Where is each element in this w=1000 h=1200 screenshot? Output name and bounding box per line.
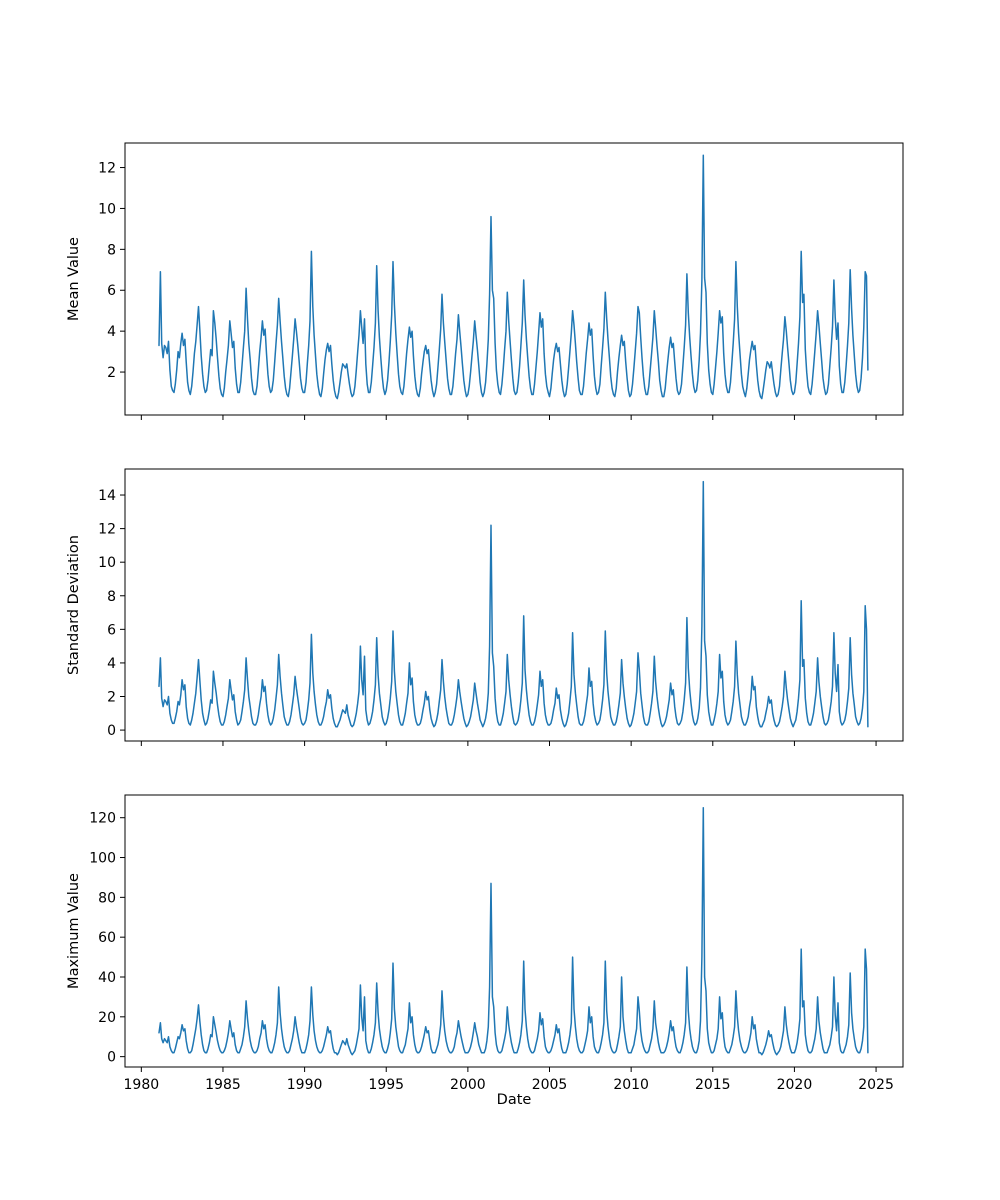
y-tick-label: 20 bbox=[98, 1010, 116, 1026]
y-tick-label: 6 bbox=[107, 283, 116, 299]
subplot-mean-value: 2 4 6 8 10 12 bbox=[98, 142, 904, 420]
x-tick-label: 2005 bbox=[532, 1077, 568, 1093]
series-line-standard-deviation bbox=[158, 480, 869, 728]
y-tick-label: 4 bbox=[107, 656, 116, 672]
y-axis-label-mean-value: Mean Value bbox=[66, 237, 82, 321]
y-tick-label: 2 bbox=[107, 365, 116, 381]
subplot-standard-deviation: 0 2 4 6 8 10 12 14 bbox=[98, 468, 904, 746]
x-axis-label: Date bbox=[497, 1092, 532, 1108]
y-tick-label: 12 bbox=[98, 161, 116, 177]
x-tick-label: 1995 bbox=[368, 1077, 404, 1093]
y-tick-label: 6 bbox=[107, 622, 116, 638]
y-tick-label: 8 bbox=[107, 242, 116, 258]
y-tick-label: 120 bbox=[89, 811, 116, 827]
y-tick-label: 80 bbox=[98, 890, 116, 906]
axes-frame-mean-value bbox=[124, 142, 904, 416]
x-tick-label: 1980 bbox=[124, 1077, 160, 1093]
x-tick-label: 2000 bbox=[450, 1077, 486, 1093]
series-line-mean-value bbox=[158, 154, 869, 400]
x-tick-label: 1990 bbox=[287, 1077, 323, 1093]
y-axis-label-maximum-value: Maximum Value bbox=[66, 873, 82, 989]
series-line-maximum-value bbox=[158, 806, 869, 1056]
y-tick-label: 60 bbox=[98, 930, 116, 946]
y-tick-label: 0 bbox=[107, 723, 116, 739]
y-tick-label: 14 bbox=[98, 488, 116, 504]
x-tick-label: 2010 bbox=[613, 1077, 649, 1093]
subplot-maximum-value: 0 20 40 60 80 100 120 1980 1985 1990 1995 2000 2005 2… bbox=[89, 794, 904, 1093]
x-tick-label: 2020 bbox=[777, 1077, 813, 1093]
x-tick-label: 1985 bbox=[205, 1077, 241, 1093]
y-tick-label: 12 bbox=[98, 522, 116, 538]
y-tick-label: 8 bbox=[107, 589, 116, 605]
y-tick-label: 10 bbox=[98, 201, 116, 217]
y-tick-label: 4 bbox=[107, 324, 116, 340]
axes-frame-maximum-value bbox=[124, 794, 904, 1068]
x-tick-label: 2015 bbox=[695, 1077, 731, 1093]
y-tick-label: 2 bbox=[107, 690, 116, 706]
y-axis-label-standard-deviation: Standard Deviation bbox=[66, 535, 82, 675]
axes-frame-standard-deviation bbox=[124, 468, 904, 742]
y-tick-label: 10 bbox=[98, 555, 116, 571]
y-tick-label: 40 bbox=[98, 970, 116, 986]
x-tick-label: 2025 bbox=[858, 1077, 894, 1093]
y-tick-label: 0 bbox=[107, 1050, 116, 1066]
y-tick-label: 100 bbox=[89, 851, 116, 867]
